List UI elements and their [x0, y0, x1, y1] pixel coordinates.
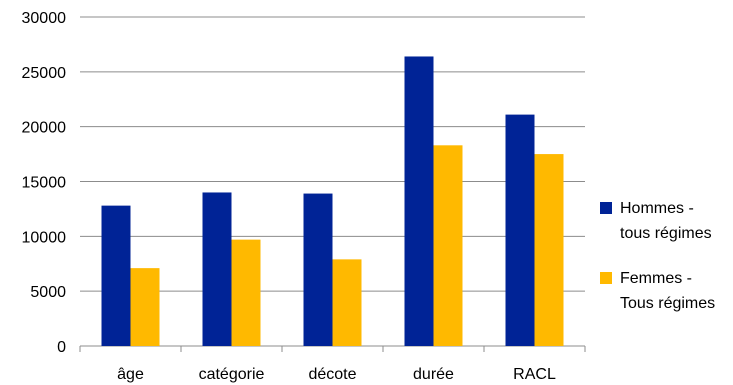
bar-hommes-4 — [505, 114, 535, 346]
legend-swatch-femmes — [600, 272, 612, 284]
y-tick-label: 5000 — [30, 284, 66, 301]
y-tick-label: 0 — [57, 339, 66, 356]
legend-label-hommes-line1: Hommes - — [620, 200, 694, 217]
legend-label-hommes-line2: tous régimes — [620, 225, 712, 242]
bar-hommes-2 — [303, 193, 333, 346]
legend-item-hommes: Hommes - tous régimes — [600, 196, 733, 246]
legend-item-femmes: Femmes - Tous régimes — [600, 266, 733, 316]
x-tick-label: catégorie — [199, 366, 265, 383]
bar-hommes-3 — [404, 56, 434, 346]
y-tick-label: 20000 — [22, 120, 67, 137]
bar-femmes-1 — [231, 239, 261, 346]
legend-label-femmes-line1: Femmes - — [620, 270, 692, 287]
y-tick-label: 25000 — [22, 65, 67, 82]
x-tick-label: durée — [413, 366, 454, 383]
bar-hommes-1 — [202, 192, 232, 346]
legend-label-femmes-line2: Tous régimes — [620, 295, 716, 312]
x-tick-label: âge — [117, 366, 144, 383]
legend-swatch-hommes — [600, 202, 612, 214]
bar-femmes-0 — [130, 268, 160, 346]
bar-hommes-0 — [101, 205, 131, 346]
legend: Hommes - tous régimes Femmes - Tous régi… — [600, 196, 733, 336]
x-tick-label: RACL — [513, 366, 556, 383]
bar-femmes-2 — [332, 259, 362, 346]
bar-femmes-3 — [433, 145, 463, 346]
y-tick-label: 15000 — [22, 175, 67, 192]
bar-femmes-4 — [534, 154, 564, 346]
y-tick-label: 30000 — [22, 10, 67, 27]
y-tick-label: 10000 — [22, 229, 67, 246]
x-tick-label: décote — [308, 366, 356, 383]
